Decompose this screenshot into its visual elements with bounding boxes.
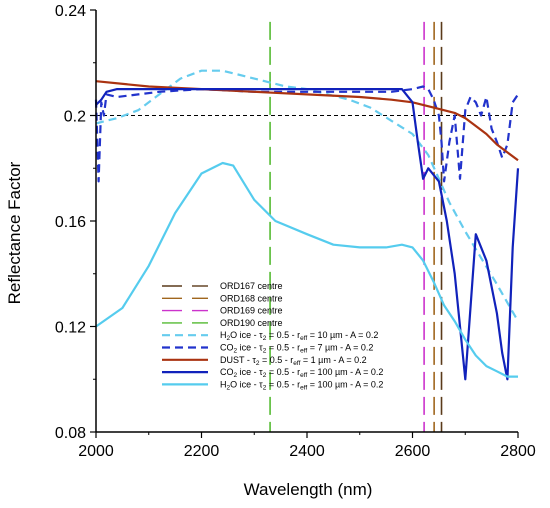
legend-label: ORD168 centre bbox=[220, 293, 283, 303]
series-line bbox=[95, 161, 518, 378]
axes: 2000 2200 2400 2600 2800 0.08 0.12 0.16 0.2 0.24 bbox=[55, 3, 536, 460]
series-line bbox=[94, 85, 519, 183]
y-tick-label: 0.24 bbox=[55, 3, 86, 20]
x-tick-label: 2200 bbox=[184, 443, 220, 460]
series-line bbox=[95, 80, 519, 162]
x-axis-title: Wavelength (nm) bbox=[244, 480, 373, 499]
series-layer bbox=[94, 69, 520, 381]
y-tick-label: 0.08 bbox=[55, 425, 86, 442]
x-tick-label: 2800 bbox=[500, 443, 536, 460]
x-tick-label: 2400 bbox=[289, 443, 325, 460]
legend-label: H2O ice - τ2 = 0.5 - reff = 10 µm - A = … bbox=[220, 330, 378, 342]
y-axis-title: Reflectance Factor bbox=[5, 161, 24, 304]
y-tick-label: 0.2 bbox=[64, 109, 86, 126]
legend-label: ORD169 centre bbox=[220, 306, 283, 316]
x-tick-label: 2000 bbox=[78, 443, 114, 460]
series-line bbox=[95, 87, 520, 381]
legend-label: ORD167 centre bbox=[220, 281, 283, 291]
legend-label: H2O ice - τ2 = 0.5 - reff = 100 µm - A =… bbox=[220, 379, 383, 391]
legend-label: ORD190 centre bbox=[220, 318, 283, 328]
vertical-markers bbox=[269, 21, 443, 432]
x-tick-label: 2600 bbox=[395, 443, 431, 460]
legend-label: CO2 ice - τ2 = 0.5 - reff = 7 µm - A = 0… bbox=[220, 343, 373, 355]
legend-label: CO2 ice - τ2 = 0.5 - reff = 100 µm - A =… bbox=[220, 367, 383, 379]
y-tick-label: 0.16 bbox=[55, 214, 86, 231]
y-tick-label: 0.12 bbox=[55, 320, 86, 337]
legend: ORD167 centre ORD168 centre ORD169 centre O… bbox=[162, 281, 383, 391]
legend-label: DUST - τ2 = 0.5 - reff = 1 µm - A = 0.2 bbox=[220, 355, 367, 367]
